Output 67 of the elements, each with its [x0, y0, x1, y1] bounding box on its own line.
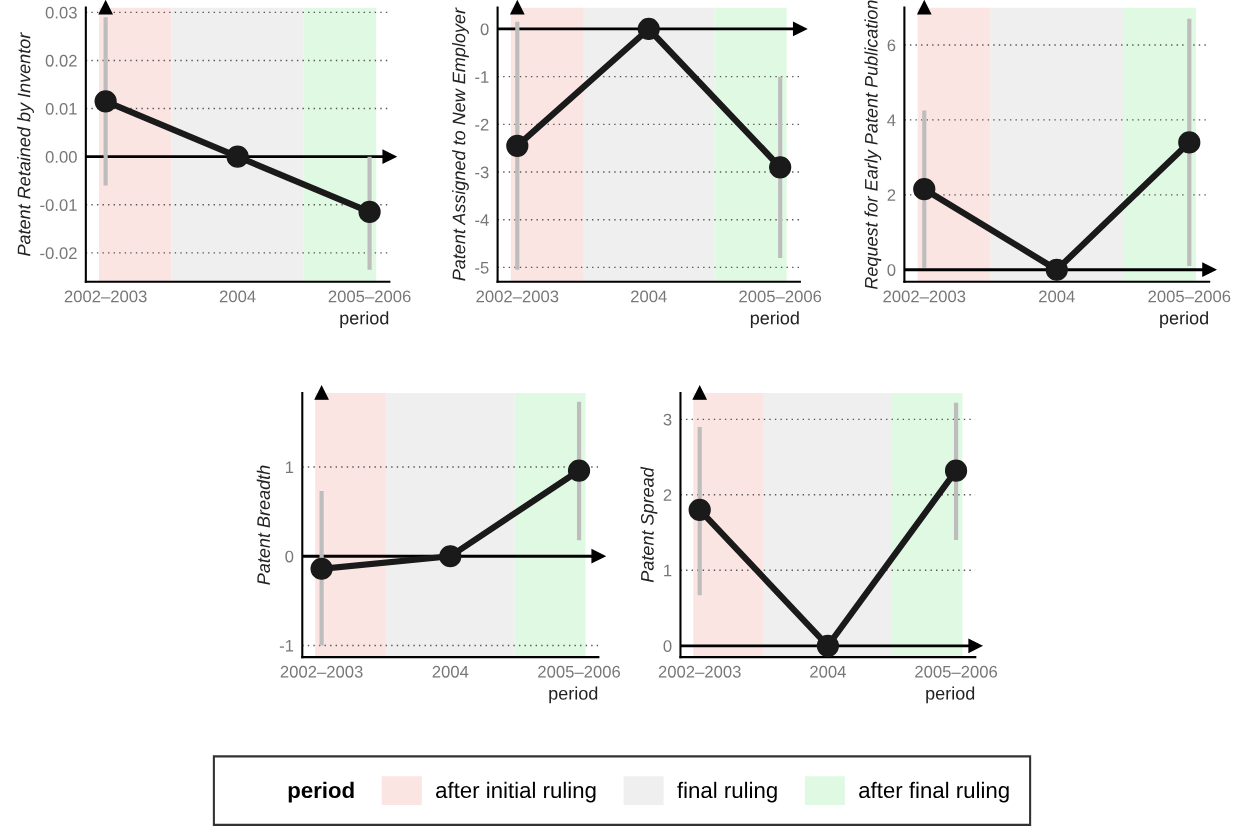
y-tick-label: -0.01 — [40, 199, 77, 211]
x-tick-label: 2002–2003 — [476, 290, 559, 303]
point — [226, 145, 249, 168]
y-tick-label: 1 — [664, 564, 672, 577]
point — [567, 459, 591, 482]
x-axis-title: period — [549, 686, 598, 704]
point — [688, 498, 711, 522]
x-tick-label: 2005–2006 — [915, 665, 998, 678]
y-axis-title: Patent Spread — [640, 466, 658, 583]
x-axis-title: period — [926, 686, 975, 704]
y-tick-label: 6 — [887, 39, 896, 52]
point — [506, 134, 529, 157]
x-tick-label: 2004 — [810, 665, 846, 678]
x-tick-label: 2005–2006 — [328, 290, 411, 303]
y-tick-label: 0.00 — [45, 151, 77, 163]
point — [1178, 131, 1201, 154]
x-axis-title: period — [340, 311, 389, 328]
y-tick-label: -2 — [475, 118, 489, 131]
y-axis-title: Patent Breadth — [256, 465, 271, 585]
x-tick-label: 2002–2003 — [64, 290, 147, 303]
point — [816, 634, 839, 657]
y-tick-label: -1 — [475, 71, 489, 83]
x-tick-label: 2002–2003 — [658, 665, 741, 678]
y-tick-label: 0.03 — [45, 6, 77, 19]
legend-label: final ruling — [677, 781, 777, 803]
y-axis-title: Patent Assigned to New Employer — [452, 7, 469, 281]
point — [913, 178, 936, 201]
y-tick-label: 0 — [480, 23, 489, 36]
y-tick-label: 0 — [663, 640, 672, 652]
point — [439, 545, 462, 568]
x-tick-label: 2004 — [432, 665, 469, 678]
point — [358, 200, 381, 224]
x-tick-label: 2005–2006 — [739, 290, 822, 303]
y-tick-label: -3 — [475, 166, 489, 179]
point — [944, 459, 968, 482]
y-tick-label: 0 — [887, 264, 896, 276]
point — [310, 557, 333, 580]
y-tick-label: 1 — [285, 461, 294, 474]
y-axis-title: Request for Early Patent Publication — [864, 0, 882, 290]
x-tick-label: 2004 — [631, 290, 667, 303]
y-tick-label: -5 — [475, 262, 489, 274]
y-tick-label: 4 — [887, 114, 896, 126]
x-tick-label: 2004 — [1039, 290, 1075, 303]
x-axis-title: period — [750, 311, 799, 328]
x-tick-label: 2005–2006 — [1148, 290, 1231, 303]
y-axis-title: Patent Retained by Inventor — [17, 32, 34, 256]
y-tick-label: 3 — [663, 413, 672, 426]
point — [637, 17, 660, 41]
y-tick-label: 0.02 — [45, 54, 77, 67]
y-tick-label: 0 — [285, 550, 294, 563]
y-tick-label: 2 — [887, 189, 896, 201]
x-tick-label: 2002–2003 — [280, 665, 363, 678]
y-tick-label: -1 — [279, 640, 294, 652]
y-tick-label: 0.01 — [45, 102, 77, 115]
point — [769, 156, 792, 179]
x-tick-label: 2002–2003 — [883, 290, 966, 303]
y-tick-label: -0.02 — [40, 247, 77, 260]
x-tick-label: 2005–2006 — [538, 665, 621, 678]
point — [1045, 258, 1068, 281]
legend-label: after final ruling — [859, 781, 1009, 803]
x-axis-title: period — [1160, 311, 1209, 328]
x-tick-label: 2004 — [219, 290, 256, 303]
legend-title: period — [288, 781, 354, 803]
point — [94, 90, 117, 113]
y-tick-label: -4 — [475, 214, 489, 226]
legend-label: after initial ruling — [436, 781, 596, 803]
y-tick-label: 2 — [663, 489, 672, 501]
